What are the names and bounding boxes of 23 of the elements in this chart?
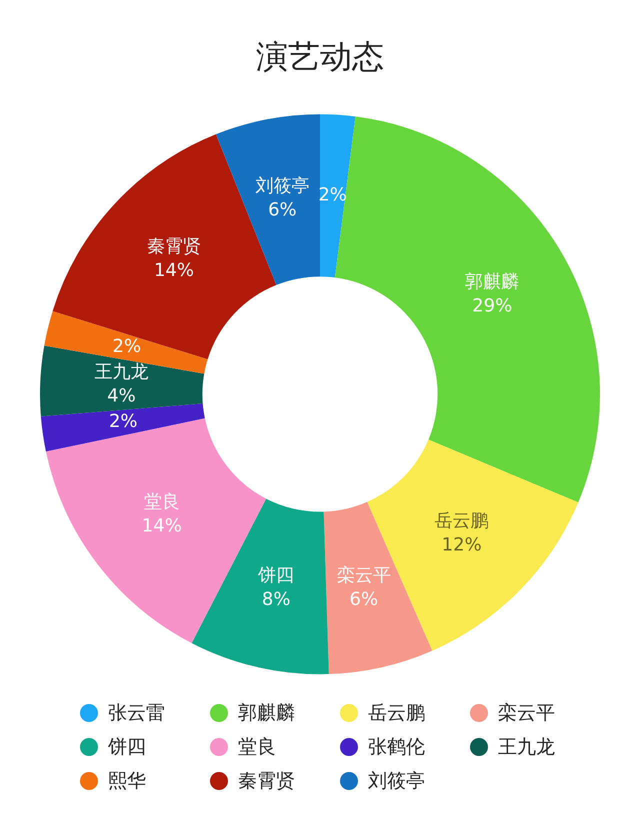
legend-label: 郭麒麟 xyxy=(238,701,295,726)
data-label: 栾云平 6% xyxy=(336,564,391,610)
data-label: 岳云鹏 12% xyxy=(434,510,489,556)
legend-label: 张鹤伦 xyxy=(368,735,425,760)
legend-label: 岳云鹏 xyxy=(368,701,425,726)
data-label: 堂良 14% xyxy=(142,491,182,536)
data-label: 刘筱亭 6% xyxy=(255,176,310,221)
data-label: 秦霄贤 14% xyxy=(146,236,201,281)
legend-label: 栾云平 xyxy=(498,701,555,726)
legend-label: 熙华 xyxy=(108,769,146,794)
legend-label: 饼四 xyxy=(108,735,146,760)
data-label: 2% xyxy=(318,184,347,206)
data-label: 2% xyxy=(108,411,138,432)
data-label: 王九龙 4% xyxy=(94,361,148,406)
legend-label: 王九龙 xyxy=(498,735,555,760)
legend-label: 秦霄贤 xyxy=(238,769,295,794)
data-label: 2% xyxy=(112,336,142,358)
data-label: 饼四 8% xyxy=(257,564,294,610)
legend-label: 刘筱亭 xyxy=(368,769,425,794)
legend-label: 张云雷 xyxy=(108,701,165,726)
chart-title: 演艺动态 xyxy=(256,38,384,76)
legend-label: 堂良 xyxy=(238,735,276,760)
data-label: 郭麒麟 29% xyxy=(465,271,520,316)
